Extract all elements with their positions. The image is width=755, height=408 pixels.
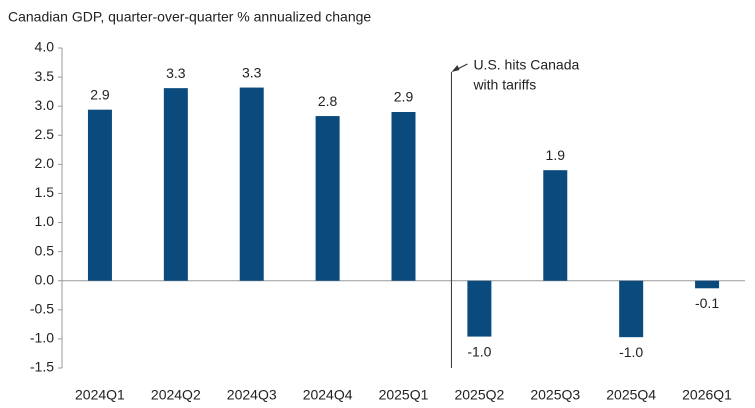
value-label: -0.1 [695,295,719,311]
y-tick-label: -1.0 [30,330,54,346]
x-tick-label: 2025Q3 [530,387,580,403]
value-label: 2.8 [318,93,338,109]
chart-title: Canadian GDP, quarter-over-quarter % ann… [8,9,371,25]
y-tick-label: -1.5 [30,359,54,375]
x-tick-label: 2025Q1 [379,387,429,403]
y-tick-label: -0.5 [30,301,54,317]
bar [467,280,492,337]
value-label: 3.3 [166,65,186,81]
bar [543,170,568,281]
y-tick-label: 3.0 [35,97,55,113]
bar [87,109,112,281]
y-tick-label: 2.5 [35,126,55,142]
bar [619,280,644,338]
value-label: -1.0 [619,344,643,360]
y-tick-label: 1.0 [35,213,55,229]
bar [391,112,416,281]
x-tick-label: 2024Q1 [75,387,125,403]
y-tick-label: 4.0 [35,39,55,55]
x-tick-label: 2025Q4 [606,387,656,403]
x-tick-label: 2026Q1 [682,387,732,403]
bar [163,88,188,281]
x-tick-label: 2024Q2 [151,387,201,403]
annotation-text: U.S. hits Canada [473,57,579,73]
annotation-text: with tariffs [472,77,536,93]
y-tick-label: 0.0 [35,271,55,287]
value-label: -1.0 [467,343,491,359]
value-label: 2.9 [394,89,414,105]
y-tick-label: 1.5 [35,184,55,200]
bar [315,116,340,281]
value-label: 1.9 [546,147,566,163]
y-tick-label: 0.5 [35,242,55,258]
y-tick-label: 3.5 [35,68,55,84]
value-label: 2.9 [90,86,110,102]
x-tick-label: 2024Q4 [303,387,353,403]
bar [239,87,264,281]
annotation-arrowhead [451,65,460,72]
x-tick-label: 2024Q3 [227,387,277,403]
y-tick-label: 2.0 [35,155,55,171]
x-tick-label: 2025Q2 [454,387,504,403]
bar [695,280,720,289]
value-label: 3.3 [242,64,262,80]
